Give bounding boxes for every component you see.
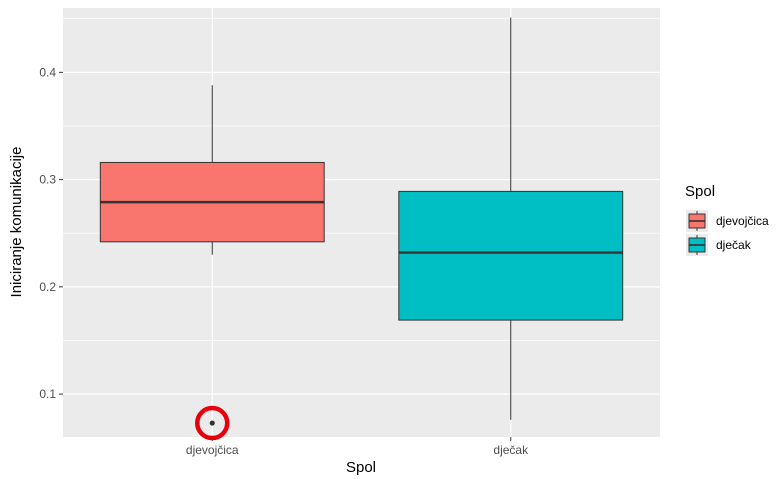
box-body [398,190,624,321]
legend-label: djevojčica [716,214,769,228]
y-tick-label: 0.3 [39,173,56,187]
x-axis-ticks: djevojčica dječak [186,437,529,457]
y-axis-title: Iniciranje komunikacije [8,147,25,298]
y-tick-label: 0.4 [39,65,56,79]
highlight-circle [195,405,230,441]
legend-label: dječak [716,238,752,252]
boxes-layer [99,17,624,426]
y-tick-label: 0.2 [39,280,56,294]
legend-key-2 [686,234,708,256]
outlier-point [209,420,215,426]
box-1 [99,85,325,426]
box-2 [398,17,624,420]
x-axis-title: Spol [346,459,376,476]
legend-key-1 [686,210,708,232]
y-axis-ticks: 0.1 0.2 0.3 0.4 [39,65,63,401]
y-tick-label: 0.1 [39,387,56,401]
legend: Spol djevojčica dječak [685,183,769,256]
annotation-layer [195,405,230,441]
x-tick-label: dječak [493,443,529,457]
legend-title: Spol [685,183,715,200]
x-tick-label: djevojčica [186,443,239,457]
